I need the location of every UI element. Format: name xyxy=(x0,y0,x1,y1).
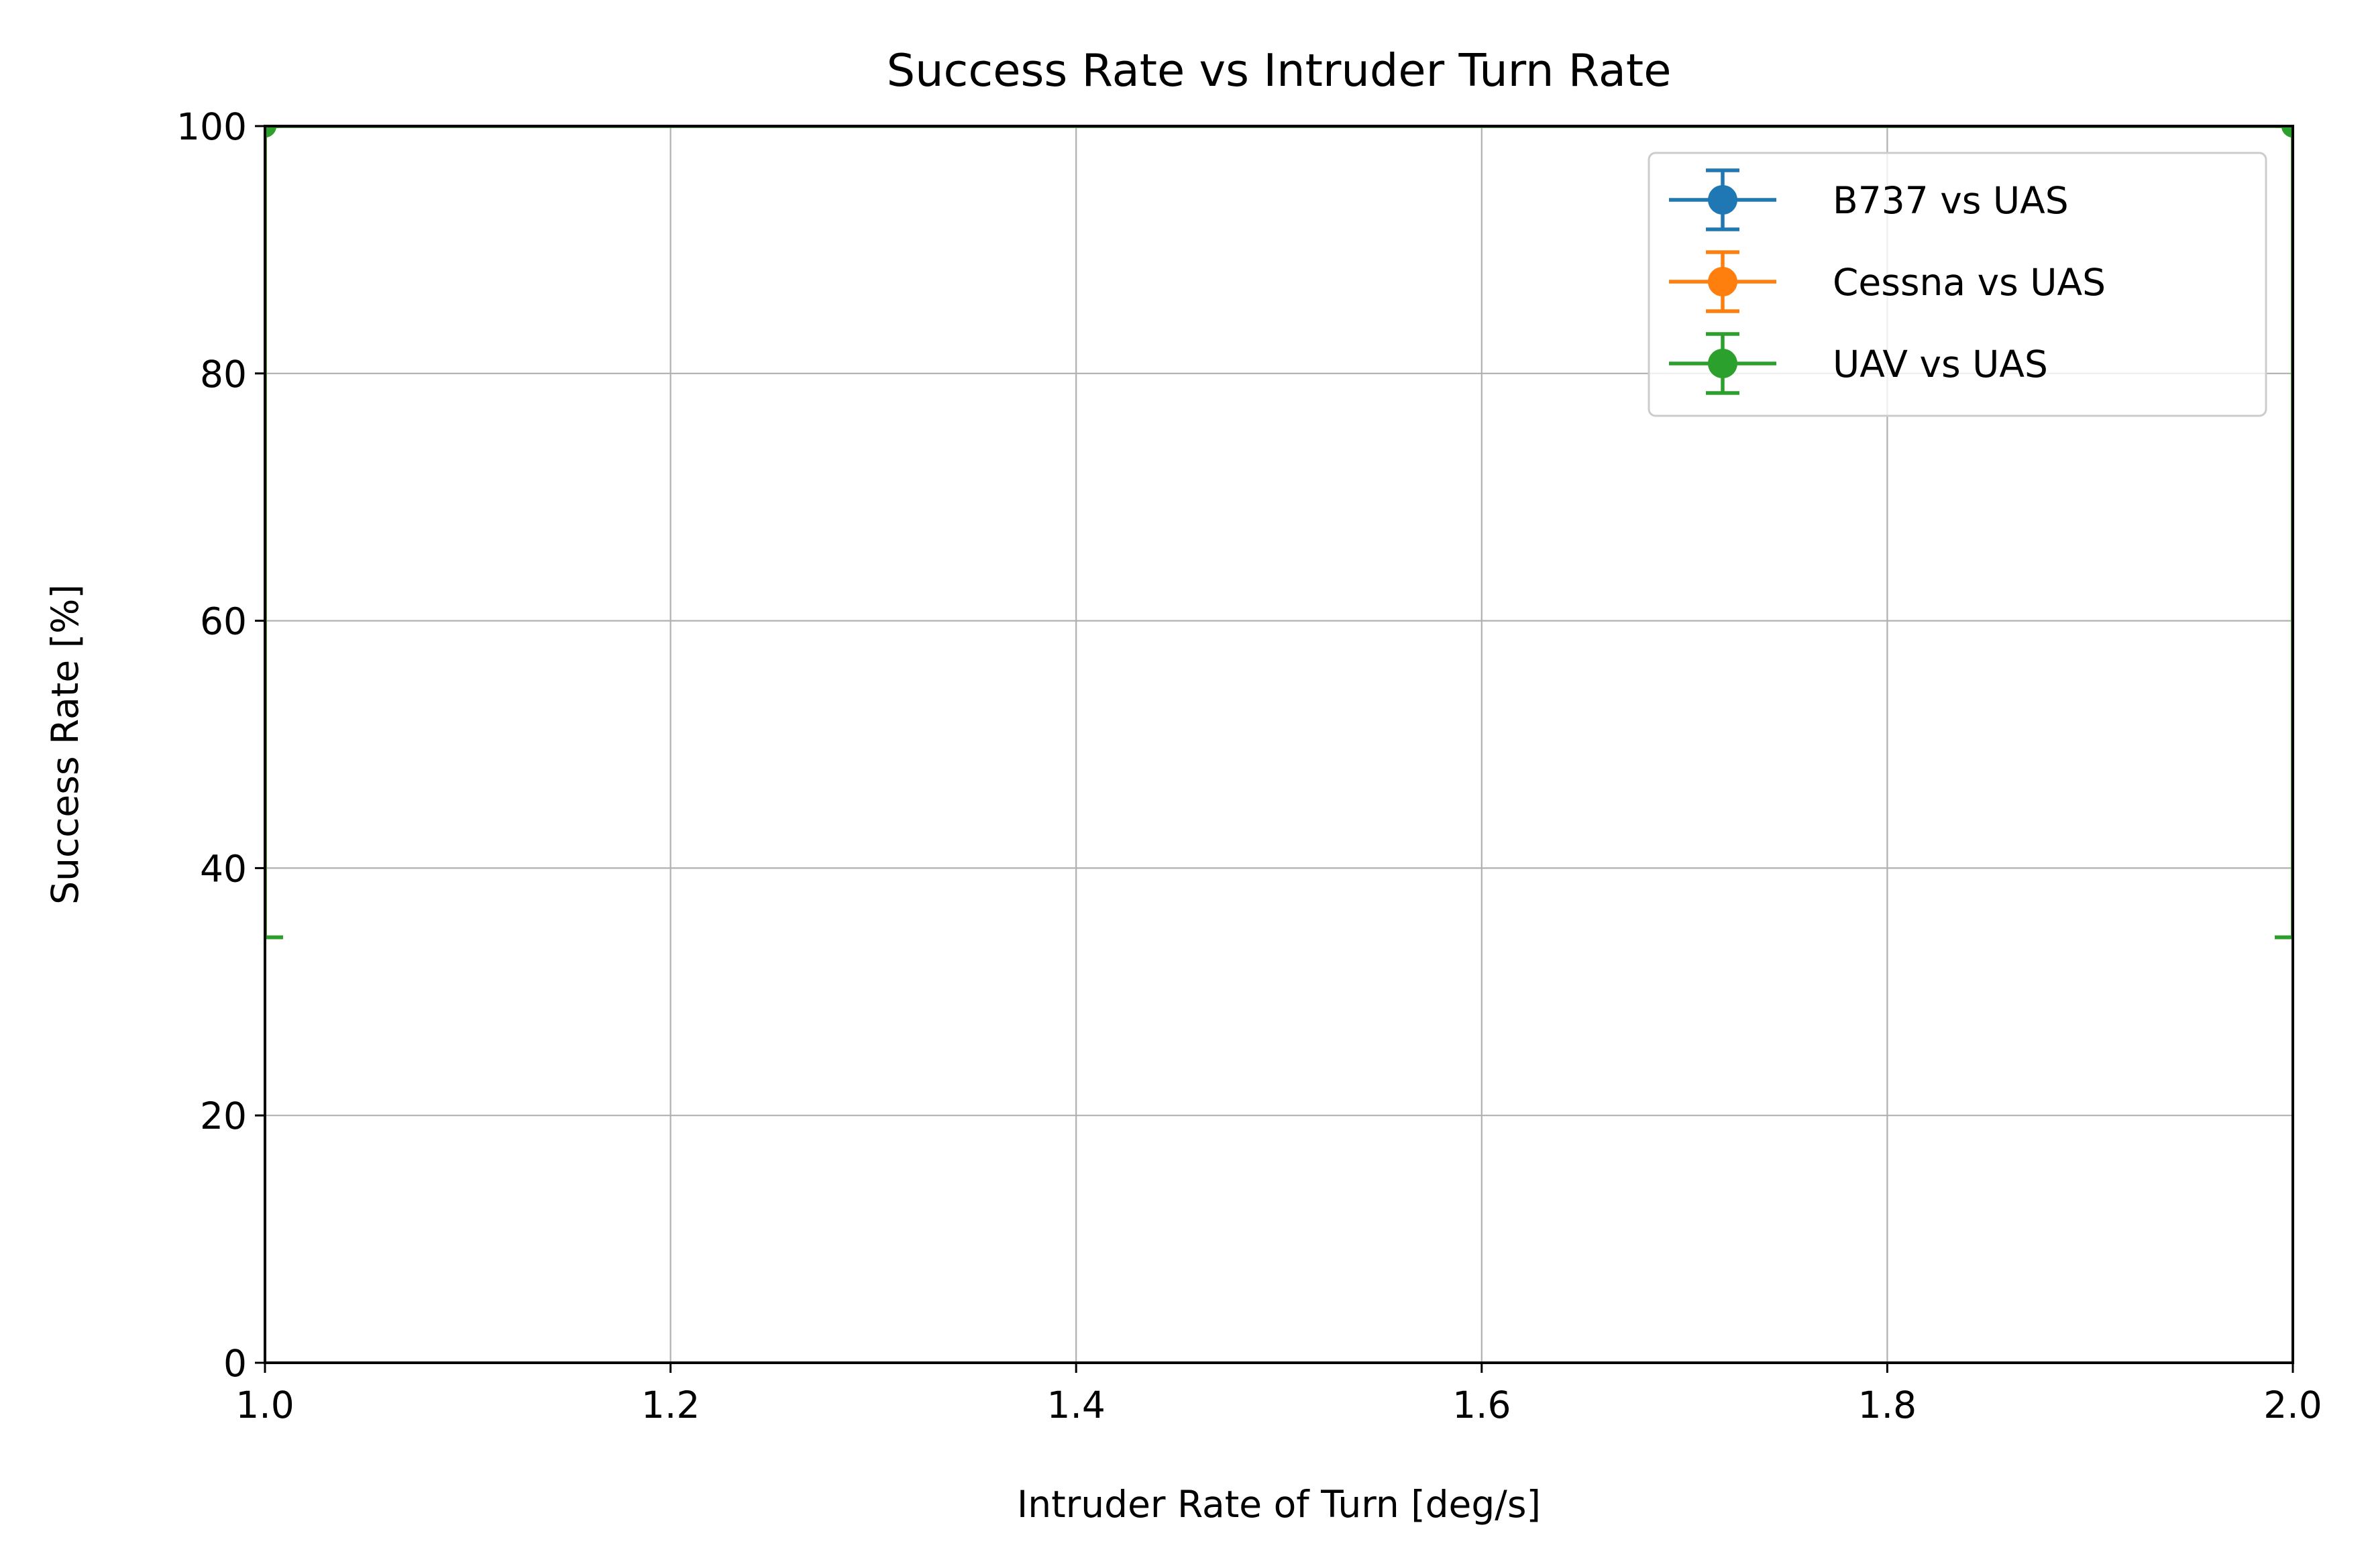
ticks: 1.0 1.2 1.4 1.6 1.8 2.0 0 20 40 60 80 100 xyxy=(176,105,2322,1426)
y-tick-label: 0 xyxy=(223,1342,247,1385)
legend-entry: UAV vs UAS xyxy=(1669,332,2048,395)
legend: B737 vs UAS Cessna vs UAS UAV vs UAS xyxy=(1648,152,2267,417)
legend-marker xyxy=(1708,349,1737,378)
plot-frame xyxy=(264,125,2294,1364)
y-tick-label: 20 xyxy=(200,1095,247,1137)
y-tick-label: 60 xyxy=(200,600,247,643)
x-tick-label: 1.2 xyxy=(641,1384,700,1426)
legend-label: Cessna vs UAS xyxy=(1833,261,2106,304)
x-tick-label: 2.0 xyxy=(2263,1384,2322,1426)
series-layer xyxy=(265,126,2293,940)
y-axis-label: Success Rate [%] xyxy=(44,584,87,905)
x-tick-label: 1.0 xyxy=(235,1384,294,1426)
series-2 xyxy=(265,126,2293,940)
y-tick-label: 80 xyxy=(200,353,247,396)
legend-entry: B737 vs UAS xyxy=(1669,168,2069,231)
y-tick-label: 40 xyxy=(200,847,247,890)
legend-marker xyxy=(1708,185,1737,215)
x-axis-label: Intruder Rate of Turn [deg/s] xyxy=(1017,1483,1541,1526)
legend-marker xyxy=(1708,267,1737,296)
data-point xyxy=(2281,126,2293,137)
legend-label: UAV vs UAS xyxy=(1833,343,2048,386)
x-tick-label: 1.4 xyxy=(1046,1384,1105,1426)
legend-entry: Cessna vs UAS xyxy=(1669,250,2106,313)
legend-label: B737 vs UAS xyxy=(1833,179,2069,222)
chart-title: Success Rate vs Intruder Turn Rate xyxy=(887,44,1672,97)
y-tick-label: 100 xyxy=(176,105,247,148)
data-point xyxy=(265,126,276,137)
x-tick-label: 1.8 xyxy=(1858,1384,1917,1426)
x-tick-label: 1.6 xyxy=(1452,1384,1511,1426)
legend-box xyxy=(1648,152,2267,417)
